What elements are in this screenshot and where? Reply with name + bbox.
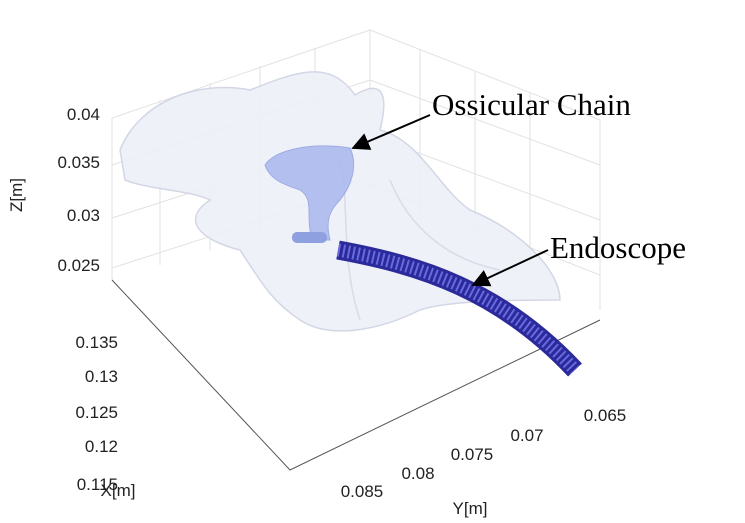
- x-tick-label: 0.13: [85, 367, 118, 386]
- y-tick-label: 0.08: [401, 464, 434, 483]
- ossicle: [292, 232, 327, 243]
- y-tick-label: 0.07: [510, 426, 543, 445]
- annotation: Endoscope: [550, 230, 686, 265]
- x-tick-label: 0.135: [75, 333, 118, 352]
- z-tick-label: 0.035: [57, 153, 100, 172]
- y-tick-label: 0.065: [584, 406, 627, 425]
- y-tick-label: 0.075: [451, 445, 494, 464]
- z-tick-label: 0.04: [67, 105, 100, 124]
- z-tick-label: 0.03: [67, 206, 100, 225]
- y-tick-label: 0.085: [341, 482, 384, 501]
- annotation: Ossicular Chain: [432, 87, 631, 122]
- x-tick-label: 0.115: [77, 475, 118, 494]
- z-tick-label: 0.025: [57, 256, 100, 275]
- x-tick-label: 0.125: [75, 403, 118, 422]
- axis-label: Z[m]: [7, 178, 26, 212]
- figure: Ossicular Chain Endoscope Z[m] X[m] Y[m]…: [0, 0, 745, 523]
- x-tick-label: 0.12: [85, 437, 118, 456]
- axis-label: Y[m]: [453, 499, 488, 518]
